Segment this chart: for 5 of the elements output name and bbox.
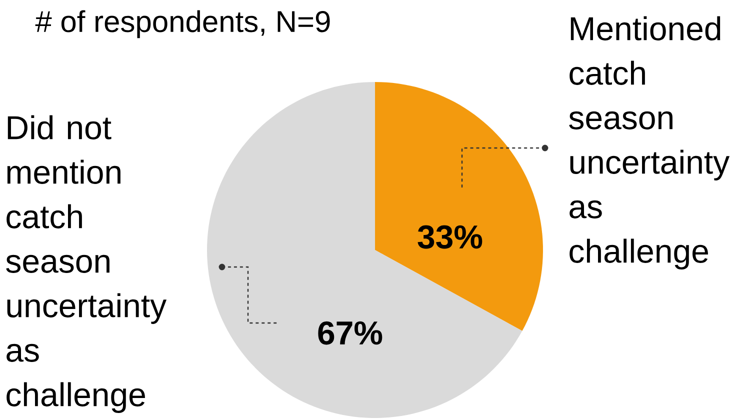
data-label: 67% <box>318 321 382 345</box>
data-label: 33% <box>418 225 482 249</box>
slice-label: Mentioned catch season uncertainty as challenge <box>569 16 730 270</box>
slice-label: Did not mention catch season uncertainty as challenge <box>6 115 167 413</box>
chart-title: # of respondents, N=9 <box>35 10 330 38</box>
